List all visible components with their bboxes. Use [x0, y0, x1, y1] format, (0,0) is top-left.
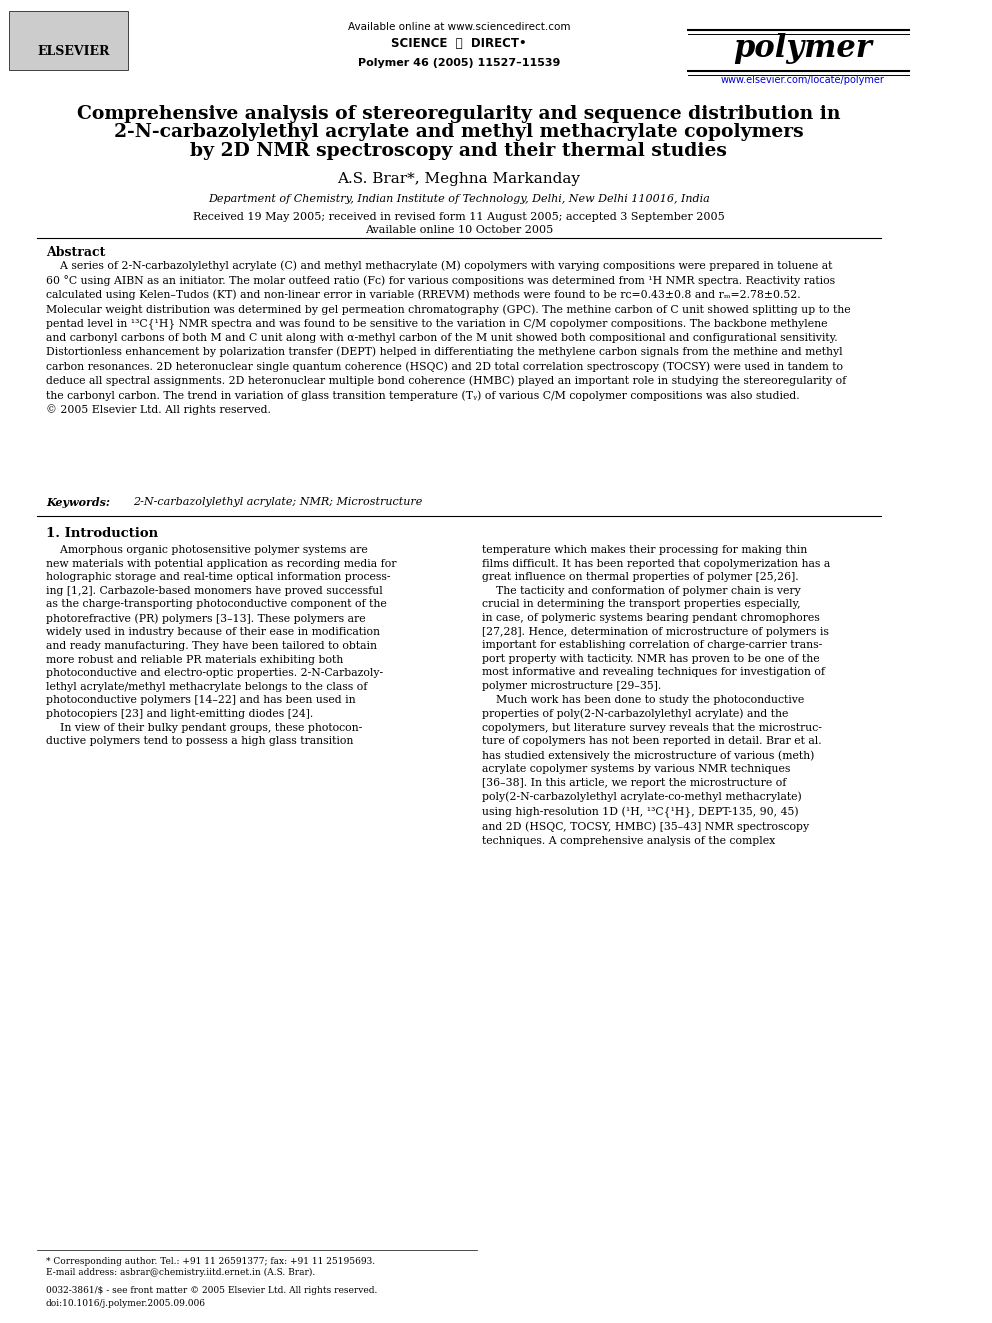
Text: Available online at www.sciencedirect.com: Available online at www.sciencedirect.co…: [347, 22, 570, 33]
Text: Abstract: Abstract: [46, 246, 105, 259]
Text: 2-N-carbazolylethyl acrylate; NMR; Microstructure: 2-N-carbazolylethyl acrylate; NMR; Micro…: [133, 497, 423, 508]
Text: A.S. Brar*, Meghna Markanday: A.S. Brar*, Meghna Markanday: [337, 172, 580, 187]
Text: doi:10.1016/j.polymer.2005.09.006: doi:10.1016/j.polymer.2005.09.006: [46, 1299, 206, 1308]
Text: A series of 2-N-carbazolylethyl acrylate (C) and methyl methacrylate (M) copolym: A series of 2-N-carbazolylethyl acrylate…: [46, 261, 850, 415]
Text: 0032-3861/$ - see front matter © 2005 Elsevier Ltd. All rights reserved.: 0032-3861/$ - see front matter © 2005 El…: [46, 1286, 377, 1295]
Text: Keywords:: Keywords:: [46, 497, 114, 508]
Text: Amorphous organic photosensitive polymer systems are
new materials with potentia: Amorphous organic photosensitive polymer…: [46, 545, 397, 746]
Bar: [9, 11, 129, 70]
Text: polymer: polymer: [733, 33, 872, 64]
Text: * Corresponding author. Tel.: +91 11 26591377; fax: +91 11 25195693.: * Corresponding author. Tel.: +91 11 265…: [46, 1257, 375, 1266]
Text: by 2D NMR spectroscopy and their thermal studies: by 2D NMR spectroscopy and their thermal…: [190, 142, 727, 160]
Text: SCIENCE  ⓓ  DIRECT•: SCIENCE ⓓ DIRECT•: [391, 37, 527, 50]
Text: E-mail address: asbrar@chemistry.iitd.ernet.in (A.S. Brar).: E-mail address: asbrar@chemistry.iitd.er…: [46, 1267, 315, 1277]
Text: Polymer 46 (2005) 11527–11539: Polymer 46 (2005) 11527–11539: [358, 58, 560, 69]
Text: ELSEVIER: ELSEVIER: [38, 45, 109, 58]
Text: 1. Introduction: 1. Introduction: [46, 527, 158, 540]
Text: Available online 10 October 2005: Available online 10 October 2005: [365, 225, 553, 235]
Text: temperature which makes their processing for making thin
films difficult. It has: temperature which makes their processing…: [482, 545, 830, 845]
Text: www.elsevier.com/locate/polymer: www.elsevier.com/locate/polymer: [721, 75, 885, 86]
Text: Comprehensive analysis of stereoregularity and sequence distribution in: Comprehensive analysis of stereoregulari…: [77, 105, 840, 123]
Text: 2-N-carbazolylethyl acrylate and methyl methacrylate copolymers: 2-N-carbazolylethyl acrylate and methyl …: [114, 123, 804, 142]
Text: Received 19 May 2005; received in revised form 11 August 2005; accepted 3 Septem: Received 19 May 2005; received in revise…: [193, 212, 725, 222]
Text: Department of Chemistry, Indian Institute of Technology, Delhi, New Delhi 110016: Department of Chemistry, Indian Institut…: [208, 194, 709, 205]
